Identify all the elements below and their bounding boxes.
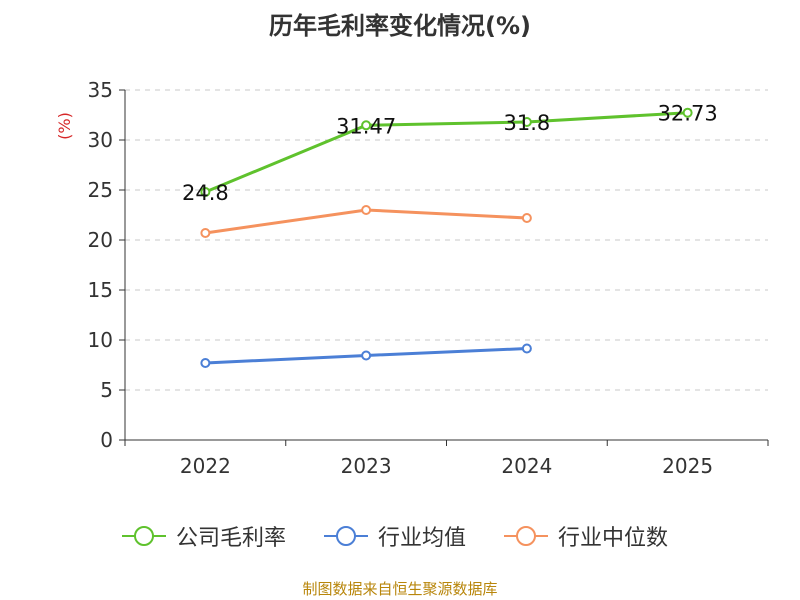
legend-item-industry-median[interactable]: 行业中位数 [502, 520, 668, 552]
data-point [361, 350, 372, 361]
data-label: 32.73 [658, 102, 718, 126]
x-tick-label: 2024 [501, 454, 552, 478]
data-point [521, 343, 532, 354]
legend-item-industry-mean[interactable]: 行业均值 [322, 520, 466, 552]
y-tick-label: 10 [88, 328, 113, 352]
data-point [521, 213, 532, 223]
source-note: 制图数据来自恒生聚源数据库 [302, 580, 498, 598]
y-tick-label: 15 [88, 278, 113, 302]
x-tick-labels: 2022 2023 2024 2025 [180, 454, 713, 478]
data-point [200, 187, 211, 197]
y-axis-label: (%) [55, 112, 74, 140]
data-point [682, 107, 693, 118]
data-point [200, 358, 211, 368]
y-tick-label: 0 [100, 428, 113, 452]
chart-title: 历年毛利率变化情况(%) [269, 12, 531, 40]
data-point [361, 205, 372, 215]
data-label: 24.8 [182, 181, 229, 205]
legend-marker-company [122, 526, 166, 546]
x-tick-label: 2025 [662, 454, 713, 478]
data-labels: 24.8 31.47 31.8 32.73 [182, 102, 718, 205]
y-tick-labels: 0 5 10 15 20 25 30 35 [88, 78, 113, 452]
axes [119, 89, 769, 446]
data-label: 31.8 [503, 111, 550, 135]
y-tick-label: 20 [88, 228, 113, 252]
x-tick-label: 2023 [341, 454, 392, 478]
y-tick-label: 5 [100, 378, 113, 402]
legend-marker-industry-median [504, 526, 548, 546]
data-point [200, 228, 211, 238]
series-line-0 [204, 111, 688, 194]
x-tick-label: 2022 [180, 454, 231, 478]
legend-label-industry-mean: 行业均值 [378, 526, 467, 551]
legend-item-company[interactable]: 公司毛利率 [120, 520, 286, 552]
data-point [361, 120, 372, 131]
series-lines [200, 107, 693, 368]
grid-lines [125, 89, 768, 391]
y-tick-label: 25 [88, 178, 113, 202]
legend-label-industry-median: 行业中位数 [558, 526, 669, 551]
y-tick-label: 30 [88, 128, 113, 152]
data-label: 31.47 [336, 114, 396, 138]
legend-label-company: 公司毛利率 [176, 526, 287, 551]
data-point [521, 117, 532, 127]
legend-marker-industry-mean [324, 526, 368, 546]
y-tick-label: 35 [88, 78, 113, 102]
